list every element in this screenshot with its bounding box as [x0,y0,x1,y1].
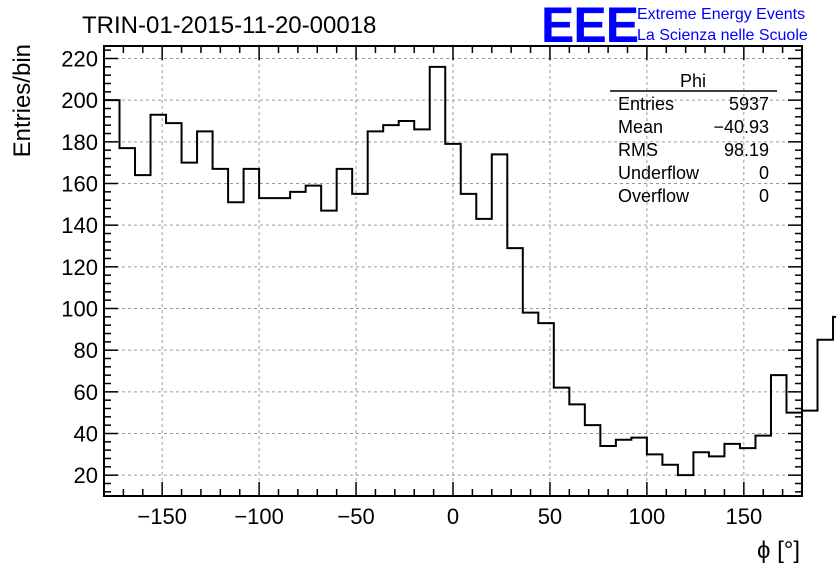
stats-box: Phi Entries 5937 Mean −40.93 RMS 98.19 U… [610,71,777,206]
histogram-bin [771,375,787,496]
histogram-bin [368,131,384,496]
x-tick-label: −100 [234,504,284,529]
y-tick-label: 200 [61,88,98,113]
stats-label-underflow: Underflow [618,163,700,183]
histogram-bin [616,440,632,496]
x-tick-label: 100 [629,504,666,529]
y-axis-ticks: 20 40 60 80 100 120 140 160 180 200 220 [61,47,802,493]
stats-value-entries: 5937 [729,94,769,114]
histogram-bin [802,411,818,496]
y-tick-label: 40 [74,422,98,447]
histogram-bin [337,169,353,496]
y-axis-label: Entries/bin [9,44,36,157]
y-tick-label: 140 [61,213,98,238]
histogram-bin [740,448,756,496]
histogram-bin [275,198,291,496]
histogram-bin [492,154,508,496]
y-tick-label: 160 [61,172,98,197]
histogram-outline [104,65,836,477]
x-tick-label: −150 [137,504,187,529]
histogram-bin [476,219,492,496]
histogram-bin [244,169,260,496]
histogram-bin [166,123,182,496]
x-tick-label: −50 [337,504,374,529]
histogram-bin [709,456,725,496]
histogram-bin [213,169,229,496]
histogram-bin [290,192,306,496]
y-tick-label: 220 [61,47,98,72]
eee-logo: EEE Extreme Energy Events La Scienza nel… [541,0,808,53]
histogram-bin [259,198,275,496]
y-tick-label: 20 [74,463,98,488]
stats-label-entries: Entries [618,94,674,114]
stats-header: Phi [680,71,706,91]
histogram-bin [461,194,477,496]
stats-value-underflow: 0 [759,163,769,183]
chart-title: TRIN-01-2015-11-20-00018 [82,12,376,39]
stats-value-overflow: 0 [759,186,769,206]
histogram-bin [523,313,539,496]
x-tick-label: 0 [447,504,459,529]
stats-value-rms: 98.19 [724,140,769,160]
histogram-bin [104,100,120,496]
histogram-bin [182,163,198,496]
stats-value-mean: −40.93 [713,117,769,137]
histogram-bin [818,340,834,496]
histogram-bin [399,121,415,496]
y-tick-label: 100 [61,297,98,322]
histogram-bin [569,404,585,496]
y-tick-label: 120 [61,255,98,280]
histogram-bin [383,125,399,496]
histogram-bin [120,148,136,496]
y-tick-label: 180 [61,130,98,155]
x-tick-label: 50 [538,504,562,529]
y-tick-label: 60 [74,380,98,405]
histogram-bin [538,323,554,496]
histogram-bin [445,144,461,496]
histogram-bin [430,67,446,496]
histogram-bin [197,131,213,496]
histogram-bin [631,438,647,496]
histogram-bin [414,129,430,496]
histogram-bin [585,425,601,496]
histogram-bin [135,175,151,496]
x-tick-label: 150 [725,504,762,529]
histogram-bin [600,446,616,496]
histogram-bin [724,444,740,496]
eee-line-1: Extreme Energy Events [637,6,805,23]
x-axis-label: ϕ [°] [757,537,800,564]
histogram-bin [662,465,678,496]
x-axis-ticks: −150 −100 −50 0 50 100 150 [103,46,803,529]
histogram-bin [151,115,167,496]
grid-lines [104,46,802,496]
stats-label-mean: Mean [618,117,663,137]
histogram-bin [228,202,244,496]
histogram-bin [647,454,663,496]
eee-logo-text: EEE [541,0,638,53]
eee-line-2: La Scienza nelle Scuole [637,27,808,44]
histogram-bin [352,194,368,496]
histogram-bin [693,452,709,496]
histogram-bin [321,211,337,496]
histogram-bin [554,388,570,496]
stats-label-rms: RMS [618,140,658,160]
histogram-series [104,65,836,496]
y-tick-label: 80 [74,338,98,363]
histogram-bin [306,186,322,496]
histogram-bin [755,436,771,496]
histogram-bin [507,248,523,496]
stats-label-overflow: Overflow [618,186,690,206]
